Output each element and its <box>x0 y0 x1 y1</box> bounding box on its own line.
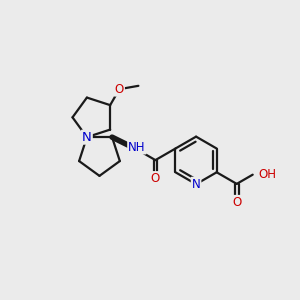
Text: NH: NH <box>128 140 146 154</box>
Text: OH: OH <box>258 168 276 181</box>
Text: N: N <box>192 178 200 191</box>
Text: N: N <box>82 130 92 144</box>
Text: O: O <box>115 83 124 96</box>
Text: O: O <box>232 196 242 209</box>
Text: O: O <box>151 172 160 185</box>
